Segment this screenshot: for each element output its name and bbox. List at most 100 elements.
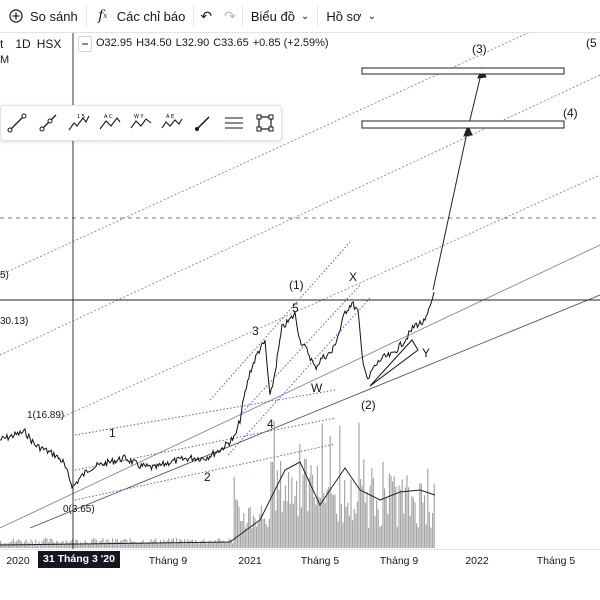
- trend-line-tool[interactable]: [1, 108, 32, 138]
- volume-bars: [0, 420, 436, 548]
- volume-bar: [310, 465, 312, 548]
- brush-tool[interactable]: [218, 108, 249, 138]
- volume-bar: [145, 543, 147, 548]
- chevron-down-icon: ⌄: [300, 10, 310, 22]
- volume-bar: [283, 500, 285, 548]
- volume-bar: [305, 459, 307, 548]
- volume-bar: [280, 461, 282, 548]
- ohlc-change: +0.85 (+2.59%): [252, 37, 329, 49]
- wave-label[interactable]: (2): [361, 398, 376, 412]
- channel-lines: [0, 0, 600, 529]
- volume-bar: [334, 494, 336, 548]
- time-tick: Tháng 5: [300, 555, 340, 567]
- undo-button[interactable]: ↶: [194, 0, 218, 32]
- elliott-triangle-tool[interactable]: W Y: [125, 108, 156, 138]
- ray-icon: [39, 114, 56, 132]
- volume-bar: [171, 539, 173, 548]
- volume-bar: [412, 497, 414, 548]
- wave-label[interactable]: 2: [204, 470, 211, 484]
- volume-bar: [136, 542, 138, 548]
- volume-bar: [403, 513, 405, 548]
- chevron-down-icon: ⌄: [367, 10, 376, 22]
- volume-bar: [36, 543, 38, 548]
- wave-label[interactable]: W: [311, 381, 323, 395]
- volume-bar: [265, 524, 267, 548]
- symbol-name[interactable]: t: [0, 37, 4, 51]
- time-axis[interactable]: 2020 Tháng 9 2021 Tháng 5 Tháng 9 2022 T…: [0, 549, 600, 572]
- volume-bar: [352, 520, 354, 548]
- volume-bar: [182, 543, 184, 548]
- volume-bar: [113, 542, 115, 548]
- volume-bar: [6, 543, 8, 548]
- volume-bar: [358, 422, 360, 548]
- volume-bar: [299, 444, 301, 548]
- legend-collapse-button[interactable]: [78, 36, 92, 52]
- wave-label[interactable]: (4): [563, 106, 578, 120]
- toolbar-divider: [241, 6, 243, 26]
- target-box-3[interactable]: [361, 67, 565, 75]
- wave-label[interactable]: 4: [267, 417, 274, 431]
- time-tick: Tháng 9: [379, 555, 419, 567]
- elliott-triple-combo-tool[interactable]: [187, 108, 218, 138]
- wave-label[interactable]: X: [349, 270, 358, 284]
- wave-label[interactable]: 5: [292, 301, 299, 315]
- target-box-4[interactable]: [361, 120, 565, 129]
- volume-bar: [316, 465, 318, 548]
- volume-bar: [132, 541, 134, 548]
- wave-label[interactable]: (1): [289, 278, 304, 292]
- wave-label[interactable]: 1: [109, 426, 116, 440]
- profile-button[interactable]: Hồ sơ ⌄: [318, 0, 384, 32]
- volume-bar: [152, 541, 154, 548]
- volume-bar: [0, 540, 2, 548]
- time-tick: Tháng 5: [536, 555, 576, 567]
- ray-tool[interactable]: [32, 108, 63, 138]
- volume-bar: [380, 525, 382, 548]
- wave-label[interactable]: Y: [422, 346, 431, 360]
- compare-button[interactable]: So sánh: [0, 0, 86, 32]
- volume-bar: [206, 543, 208, 548]
- projection-arrows: [432, 66, 487, 291]
- volume-bar: [328, 487, 330, 548]
- volume-bar: [356, 501, 358, 548]
- volume-bar: [428, 511, 430, 548]
- volume-bar: [81, 543, 83, 548]
- parallel-lines-icon: [224, 117, 243, 129]
- wave-label[interactable]: 3: [252, 324, 259, 338]
- volume-bar: [259, 514, 261, 548]
- elliott-correction-tool[interactable]: A C: [94, 108, 125, 138]
- wave-label[interactable]: (3): [472, 42, 487, 56]
- volume-bar: [225, 543, 227, 548]
- svg-text:W Y: W Y: [134, 114, 145, 120]
- volume-bar: [4, 543, 6, 548]
- volume-bar: [361, 485, 363, 548]
- elliott-double-combo-tool[interactable]: A E: [156, 108, 187, 138]
- volume-bar: [214, 540, 216, 548]
- ohlc-close: C33.65: [213, 37, 249, 49]
- volume-bar: [140, 542, 142, 548]
- volume-bar: [1, 543, 3, 548]
- volume-bar: [396, 527, 398, 548]
- channel-tool[interactable]: [249, 108, 280, 138]
- elliott-impulse-tool[interactable]: 1 5: [63, 108, 94, 138]
- volume-bar: [345, 507, 347, 548]
- volume-bar: [342, 522, 344, 548]
- volume-bar: [252, 515, 254, 548]
- time-tick: 2020: [6, 555, 30, 567]
- interval-label[interactable]: 1D: [15, 37, 31, 51]
- volume-bar: [393, 476, 395, 548]
- volume-bar: [35, 539, 37, 548]
- volume-bar: [97, 543, 99, 548]
- volume-bar: [425, 524, 427, 548]
- elliott-wxy-icon: W Y: [130, 114, 151, 129]
- volume-bar: [169, 541, 171, 548]
- volume-bar: [200, 541, 202, 548]
- volume-bar: [419, 483, 421, 548]
- wave-label[interactable]: (5: [586, 36, 597, 50]
- redo-button[interactable]: ↷: [218, 0, 242, 32]
- volume-bar: [294, 495, 296, 548]
- volume-bar: [203, 539, 205, 548]
- volume-bar: [336, 513, 338, 548]
- chart-type-button[interactable]: Biểu đồ ⌄: [243, 0, 317, 32]
